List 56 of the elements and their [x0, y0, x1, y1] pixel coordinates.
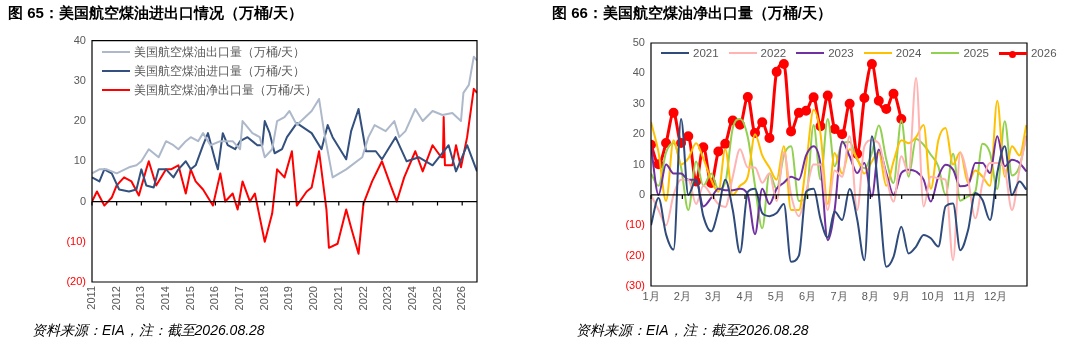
- x-tick-label: 2014: [159, 286, 172, 311]
- x-tick-label: 2017: [233, 286, 246, 311]
- x-tick-label: 12月: [984, 289, 1008, 302]
- x-tick-label: 2012: [109, 286, 122, 311]
- x-tick-label: 4月: [736, 289, 754, 302]
- x-tick-label: 2022: [356, 286, 369, 311]
- x-tick-label: 5月: [767, 289, 785, 302]
- x-tick-label: 2013: [134, 286, 147, 311]
- x-tick-label: 2015: [183, 286, 196, 311]
- y-tick-label: 20: [632, 127, 645, 140]
- legend-label: 美国航空煤油出口量（万桶/天）: [134, 44, 306, 60]
- y-tick-label: 10: [73, 154, 86, 167]
- legend-label: 2021: [693, 47, 719, 59]
- text: 资料来源：EIA，注：截至2026.08.28: [32, 322, 265, 340]
- legend-label: 2024: [895, 47, 922, 59]
- legend-label: 2023: [828, 47, 854, 59]
- y-tick-label: 0: [79, 194, 86, 207]
- chart-title: 图 66：美国航空煤油净出口量（万桶/天）: [552, 4, 833, 23]
- x-tick-label: 2024: [405, 286, 418, 311]
- chart-title: 图 65：美国航空煤油进出口情况（万桶/天）: [8, 4, 304, 23]
- y-tick-label: (10): [625, 218, 645, 231]
- y-tick-label: 30: [632, 96, 645, 109]
- legend-label: 2022: [760, 47, 787, 59]
- legend-label: 2025: [963, 47, 989, 59]
- y-tick-label: 40: [632, 66, 645, 79]
- x-tick-label: 6月: [799, 289, 817, 302]
- legend-label: 美国航空煤油净出口量（万桶/天）: [134, 82, 318, 98]
- x-tick-label: 2019: [282, 286, 295, 311]
- y-tick-label: (30): [625, 279, 645, 292]
- y-tick-label: 10: [632, 157, 645, 170]
- x-tick-label: 2025: [430, 286, 443, 311]
- y-tick-label: (10): [66, 234, 86, 247]
- x-tick-label: 11月: [953, 289, 976, 302]
- x-tick-label: 2020: [307, 286, 320, 311]
- x-tick-label: 10月: [921, 289, 945, 302]
- text: 资料来源：EIA，注：截至2026.08.28: [576, 322, 809, 340]
- x-tick-label: 2011: [85, 286, 98, 310]
- legend-label: 美国航空煤油进口量（万桶/天）: [134, 63, 306, 79]
- y-tick-label: 30: [73, 73, 86, 86]
- x-tick-label: 2016: [208, 286, 221, 311]
- x-tick-label: 2026: [455, 286, 468, 311]
- x-tick-label: 9月: [893, 289, 911, 302]
- y-tick-label: 40: [73, 33, 86, 46]
- y-tick-label: 50: [632, 36, 645, 49]
- x-tick-label: 2018: [257, 286, 270, 311]
- x-tick-label: 2月: [673, 289, 691, 302]
- y-tick-label: (20): [625, 248, 645, 261]
- y-tick-label: (20): [66, 275, 86, 288]
- legend-label: 2026: [1030, 47, 1057, 59]
- x-tick-label: 7月: [830, 289, 848, 302]
- y-tick-label: 0: [638, 187, 645, 200]
- x-tick-label: 2023: [381, 286, 394, 311]
- x-tick-label: 3月: [705, 289, 723, 302]
- x-tick-label: 2021: [331, 286, 344, 311]
- x-tick-label: 8月: [861, 289, 879, 302]
- y-tick-label: 20: [73, 114, 86, 127]
